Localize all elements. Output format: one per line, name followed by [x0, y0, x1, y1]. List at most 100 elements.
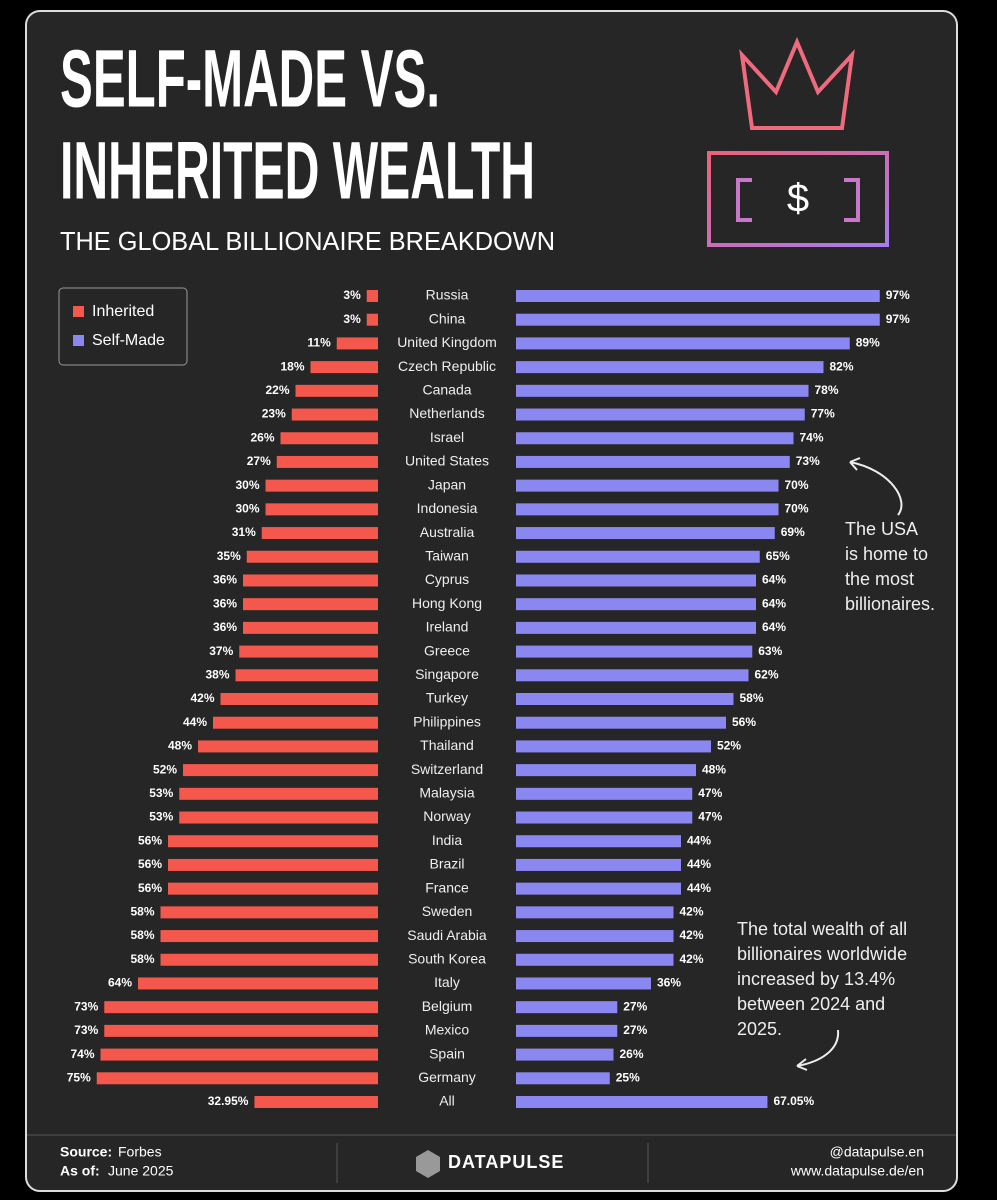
category-label: Hong Kong — [412, 595, 482, 611]
bar — [516, 977, 651, 990]
data-label: 44% — [183, 715, 207, 729]
bar — [516, 835, 681, 848]
annotation: billionaires. — [845, 594, 935, 614]
bar — [183, 764, 378, 777]
data-label: 47% — [698, 810, 722, 824]
legend-swatch — [73, 306, 84, 317]
bar — [246, 550, 378, 563]
data-label: 27% — [623, 999, 647, 1013]
data-label: 36% — [213, 596, 237, 610]
category-label: Japan — [428, 476, 466, 492]
category-label: Taiwan — [425, 547, 469, 563]
data-label: 56% — [138, 833, 162, 847]
data-label: 64% — [762, 596, 786, 610]
category-label: Singapore — [415, 666, 479, 682]
category-label: France — [425, 879, 469, 895]
bar — [516, 361, 824, 374]
bar — [291, 408, 378, 421]
bar — [276, 455, 378, 468]
category-label: Italy — [434, 974, 460, 990]
arrow — [849, 457, 861, 471]
bar — [516, 598, 756, 611]
data-label: 64% — [762, 620, 786, 634]
data-label: 35% — [217, 549, 241, 563]
category-label: Israel — [430, 429, 464, 445]
category-label: Saudi Arabia — [407, 927, 487, 943]
bar — [516, 716, 726, 729]
bar — [160, 930, 378, 943]
bar — [366, 290, 378, 302]
bar — [138, 977, 378, 990]
bar — [516, 811, 693, 824]
data-label: 36% — [213, 573, 237, 587]
bar — [220, 693, 378, 705]
data-label: 53% — [149, 810, 173, 824]
bar — [261, 527, 378, 540]
category-label: China — [429, 310, 466, 326]
bar — [160, 906, 378, 919]
bar — [516, 669, 749, 682]
annotation: increased by 13.4% — [737, 969, 895, 989]
bar — [239, 645, 378, 658]
bar — [516, 740, 711, 753]
data-label: 44% — [687, 881, 711, 895]
bar — [516, 313, 880, 326]
bar — [516, 1048, 614, 1061]
data-label: 73% — [796, 454, 820, 468]
bar — [516, 290, 880, 302]
legend-label: Inherited — [92, 303, 154, 320]
arrow — [849, 461, 903, 516]
category-label: South Korea — [408, 950, 486, 966]
data-label: 32.95% — [208, 1094, 249, 1108]
category-label: Germany — [418, 1069, 476, 1085]
bar — [96, 1072, 378, 1085]
data-label: 23% — [262, 407, 286, 421]
data-label: 89% — [856, 336, 880, 350]
bar — [516, 953, 674, 966]
data-label: 42% — [680, 905, 704, 919]
data-label: 74% — [70, 1047, 94, 1061]
data-label: 44% — [687, 833, 711, 847]
annotation: The USA — [845, 519, 918, 539]
data-label: 48% — [168, 739, 192, 753]
category-label: Switzerland — [411, 761, 483, 777]
bar — [516, 858, 681, 871]
data-label: 26% — [620, 1047, 644, 1061]
data-label: 56% — [732, 715, 756, 729]
data-label: 70% — [785, 478, 809, 492]
arrow — [796, 1029, 840, 1067]
category-label: Philippines — [413, 713, 481, 729]
category-label: Sweden — [422, 903, 473, 919]
bar — [516, 1001, 618, 1014]
data-label: 69% — [781, 525, 805, 539]
data-label: 58% — [740, 691, 764, 705]
data-label: 36% — [657, 976, 681, 990]
bar — [104, 1024, 378, 1037]
data-label: 75% — [67, 1070, 91, 1084]
data-label: 64% — [108, 976, 132, 990]
bar — [235, 669, 378, 682]
bar — [516, 503, 779, 516]
category-label: Canada — [422, 382, 471, 398]
data-label: 56% — [138, 881, 162, 895]
data-label: 78% — [815, 383, 839, 397]
bar — [516, 527, 775, 540]
data-label: 97% — [886, 312, 910, 326]
footer-label: Source: — [60, 1144, 112, 1160]
data-label: 63% — [758, 644, 782, 658]
category-label: Malaysia — [419, 785, 474, 801]
bar — [516, 432, 794, 445]
data-label: 25% — [616, 1070, 640, 1084]
bar — [179, 787, 378, 800]
bar — [336, 337, 378, 350]
bar — [516, 693, 734, 705]
chart-title: INHERITED WEALTH — [60, 126, 535, 217]
data-label: 70% — [785, 502, 809, 516]
bar — [366, 313, 378, 326]
bar — [516, 906, 674, 919]
legend — [58, 287, 188, 366]
bar — [516, 1072, 610, 1085]
data-label: 26% — [250, 430, 274, 444]
data-label: 67.05% — [773, 1094, 814, 1108]
